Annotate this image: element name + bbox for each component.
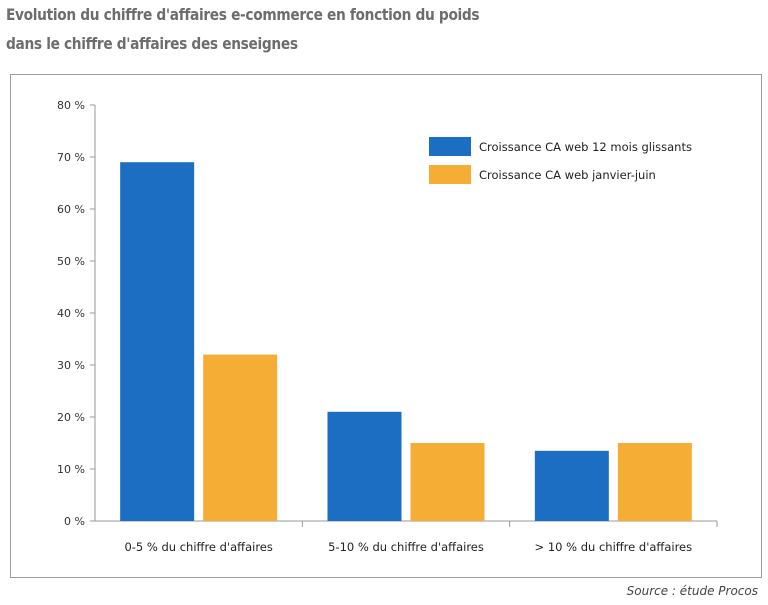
chart-title-line-1: Evolution du chiffre d'affaires e-commer… (6, 5, 480, 24)
chart-title-line-2: dans le chiffre d'affaires des enseignes (6, 34, 298, 53)
y-tick-label: 40 % (57, 307, 85, 320)
bar-janvier-juin (617, 443, 692, 521)
bar-glissants (534, 450, 609, 521)
y-tick-label: 0 % (64, 515, 85, 528)
y-tick-label: 50 % (57, 255, 85, 268)
bar-glissants (120, 162, 195, 521)
y-tick-label: 80 % (57, 99, 85, 112)
bar-janvier-juin (203, 354, 278, 521)
x-category-label: 5-10 % du chiffre d'affaires (328, 540, 484, 554)
x-category-label: 0-5 % du chiffre d'affaires (124, 540, 272, 554)
source-note: Source : étude Procos (626, 584, 758, 598)
bar-janvier-juin (410, 443, 485, 521)
x-category-label: > 10 % du chiffre d'affaires (535, 540, 693, 554)
y-tick-label: 10 % (57, 463, 85, 476)
legend-label: Croissance CA web 12 mois glissants (479, 140, 692, 154)
legend-swatch (429, 137, 471, 156)
legend-label: Croissance CA web janvier-juin (479, 168, 656, 182)
y-tick-label: 60 % (57, 203, 85, 216)
y-tick-label: 30 % (57, 359, 85, 372)
y-tick-label: 70 % (57, 151, 85, 164)
y-tick-label: 20 % (57, 411, 85, 424)
bar-glissants (327, 411, 402, 521)
chart-frame: 0 % 10 % 20 % 30 % 40 % 50 % 60 % 70 % 80 % 0-5 %… (10, 74, 762, 578)
bar-chart: 0 % 10 % 20 % 30 % 40 % 50 % 60 % 70 % 80 % 0-5 %… (57, 99, 718, 554)
legend-swatch (429, 165, 471, 184)
